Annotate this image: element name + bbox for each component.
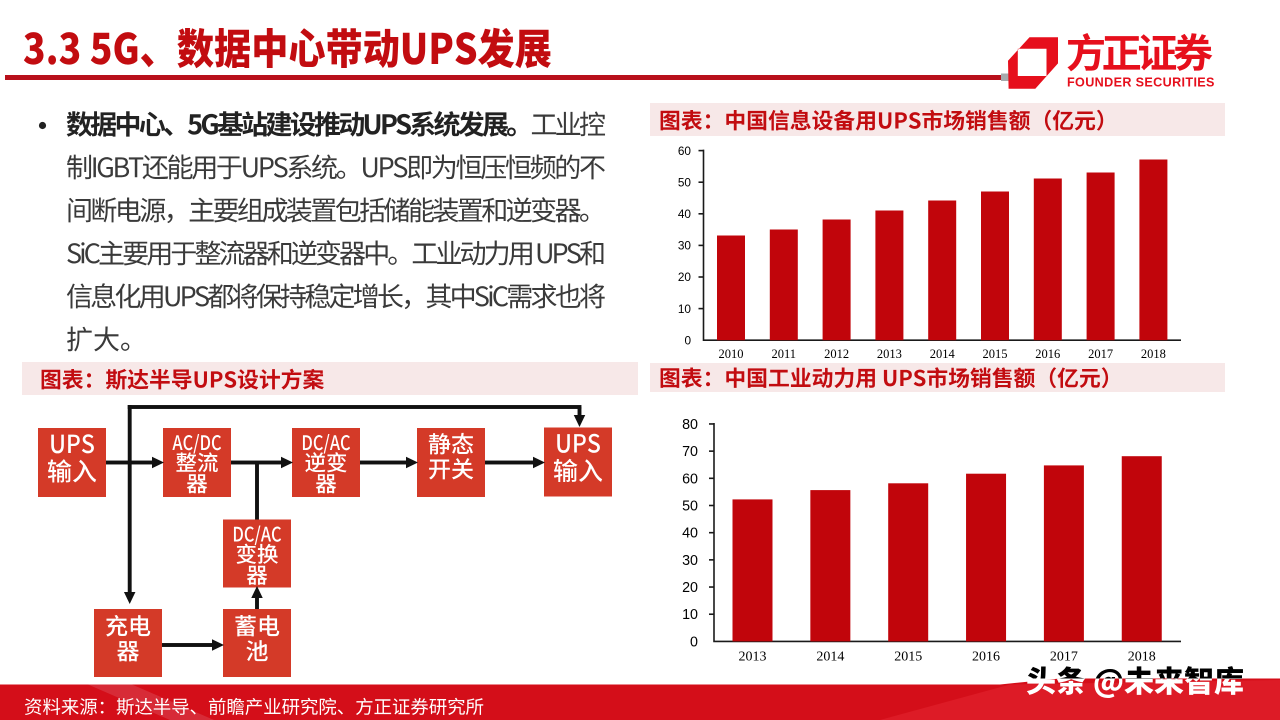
svg-text:2018: 2018 xyxy=(1128,650,1156,665)
svg-text:40: 40 xyxy=(682,526,698,542)
svg-text:2011: 2011 xyxy=(772,347,797,361)
svg-text:2017: 2017 xyxy=(1050,650,1078,665)
svg-text:FOUNDER SECURITIES: FOUNDER SECURITIES xyxy=(1067,76,1215,90)
svg-text:40: 40 xyxy=(678,207,692,221)
svg-text:0: 0 xyxy=(684,333,691,347)
svg-text:2018: 2018 xyxy=(1141,347,1166,361)
svg-text:2016: 2016 xyxy=(1035,347,1060,361)
svg-text:2015: 2015 xyxy=(983,347,1008,361)
svg-text:2014: 2014 xyxy=(930,347,956,361)
svg-text:50: 50 xyxy=(678,175,692,189)
svg-text:20: 20 xyxy=(682,580,698,596)
svg-text:30: 30 xyxy=(682,553,698,569)
svg-text:30: 30 xyxy=(678,239,692,253)
svg-text:2010: 2010 xyxy=(719,347,744,361)
svg-text:60: 60 xyxy=(682,471,698,487)
svg-text:10: 10 xyxy=(682,607,698,623)
svg-text:2014: 2014 xyxy=(816,650,844,665)
svg-text:2013: 2013 xyxy=(877,347,902,361)
svg-text:2012: 2012 xyxy=(824,347,849,361)
svg-text:2016: 2016 xyxy=(972,650,1000,665)
svg-text:2015: 2015 xyxy=(894,650,922,665)
svg-text:10: 10 xyxy=(678,302,692,316)
svg-text:80: 80 xyxy=(682,417,698,433)
svg-text:50: 50 xyxy=(682,499,698,515)
svg-text:60: 60 xyxy=(678,144,692,158)
svg-text:2017: 2017 xyxy=(1088,347,1113,361)
svg-text:70: 70 xyxy=(682,444,698,460)
svg-text:2013: 2013 xyxy=(739,650,767,665)
svg-text:20: 20 xyxy=(678,270,692,284)
svg-text:0: 0 xyxy=(690,634,698,650)
